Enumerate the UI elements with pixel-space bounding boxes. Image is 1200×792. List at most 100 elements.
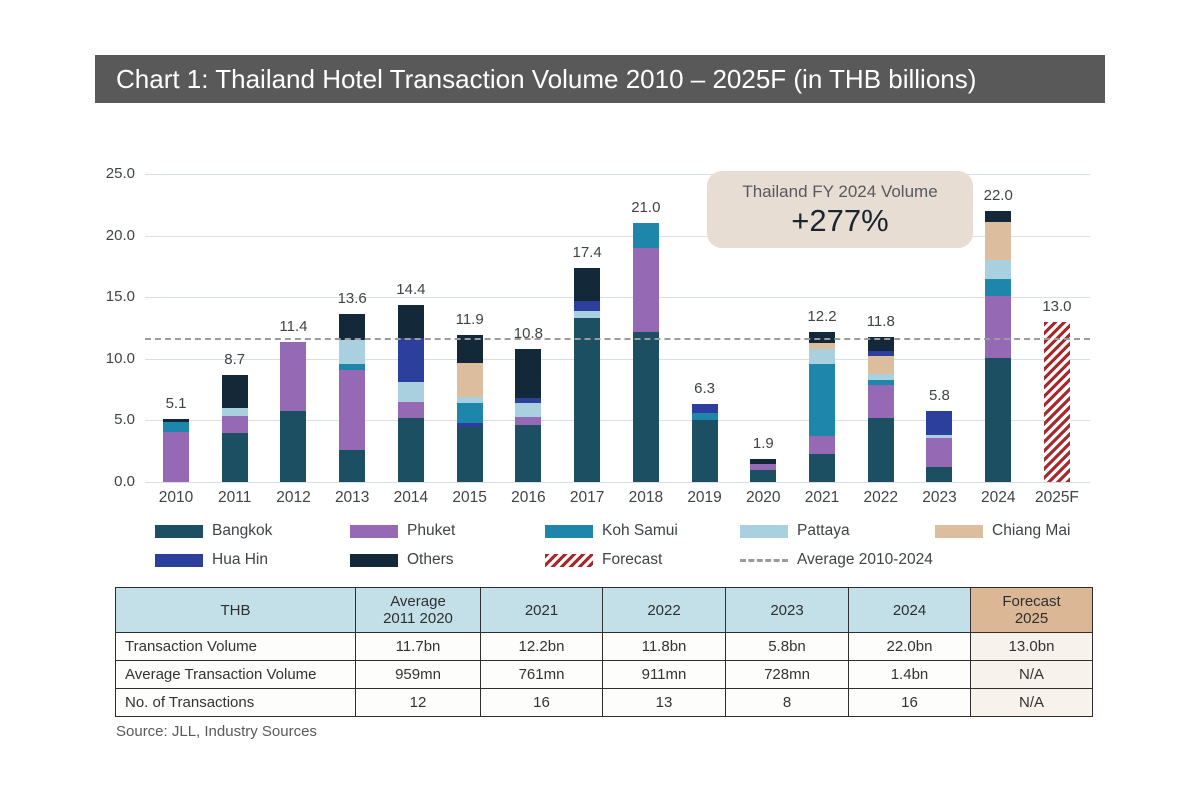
legend: Bangkok Phuket Koh Samui Pattaya Chiang Mai H… bbox=[155, 521, 1130, 570]
bar-segment-pattaya bbox=[985, 260, 1012, 279]
table-cell: 11.8bn bbox=[602, 632, 726, 661]
bar-segment-others bbox=[163, 419, 189, 422]
title-banner: Chart 1: Thailand Hotel Transaction Volu… bbox=[95, 55, 1105, 103]
legend-swatch-koh-samui bbox=[545, 524, 593, 538]
bar-segment-koh-samui bbox=[456, 403, 483, 423]
bar-segment-koh-samui bbox=[632, 223, 659, 248]
bar-segment-bangkok bbox=[691, 420, 718, 482]
bar-segment-others bbox=[985, 211, 1012, 223]
table-cell: 22.0bn bbox=[848, 632, 971, 661]
bar-segment-phuket bbox=[926, 437, 953, 468]
y-tick-label: 15.0 bbox=[105, 288, 135, 306]
bar-segment-pattaya bbox=[809, 348, 836, 364]
legend-item-others: Others bbox=[350, 550, 545, 570]
bar-segment-hua-hin bbox=[515, 398, 542, 404]
bar-segment-phuket bbox=[515, 416, 542, 426]
table-header-cell: Forecast 2025 bbox=[970, 587, 1093, 633]
plot-area: 0.0 5.0 10.0 15.0 20.0 25.0 5.1 8.7 11.4 13.6 14.4… bbox=[106, 165, 1090, 490]
x-axis: 2010 2011 2012 2013 2014 2015 2016 2017 2018 2019… bbox=[145, 489, 1090, 511]
x-tick-label: 2023 bbox=[922, 489, 957, 506]
bar-total-label: 11.9 bbox=[455, 311, 484, 329]
bar-segment-bangkok bbox=[750, 469, 777, 482]
bar-segment-koh-samui bbox=[867, 379, 894, 385]
bar-segment-phuket bbox=[985, 295, 1012, 358]
table-cell: N/A bbox=[970, 688, 1093, 717]
bar-segment-others bbox=[574, 267, 601, 301]
bar-segment-bangkok bbox=[632, 331, 659, 482]
legend-swatch-forecast bbox=[545, 553, 593, 567]
bar-segment-others bbox=[339, 314, 366, 341]
bar-segment-chiang-mai bbox=[809, 342, 836, 349]
table-cell: Average Transaction Volume bbox=[115, 660, 356, 689]
bar-segment-chiang-mai bbox=[456, 362, 483, 398]
legend-item-koh-samui: Koh Samui bbox=[545, 521, 740, 541]
bar-segment-phuket bbox=[163, 431, 189, 482]
table-cell: 13 bbox=[602, 688, 726, 717]
legend-label: Forecast bbox=[602, 551, 663, 568]
bar-total-label: 5.1 bbox=[165, 395, 187, 413]
bar-segment-pattaya bbox=[397, 382, 424, 402]
table-cell: 959mn bbox=[355, 660, 481, 689]
bar-segment-forecast bbox=[1043, 321, 1070, 482]
bar-2021 bbox=[809, 331, 836, 482]
table-cell: No. of Transactions bbox=[115, 688, 356, 717]
bar-2022 bbox=[867, 336, 894, 482]
y-tick-label: 10.0 bbox=[105, 349, 135, 367]
bar-2012 bbox=[280, 341, 307, 482]
bar-segment-phuket bbox=[397, 401, 424, 418]
bar-segment-chiang-mai bbox=[985, 222, 1012, 261]
legend-label: Average 2010-2024 bbox=[797, 551, 933, 568]
x-tick-label: 2017 bbox=[569, 489, 605, 506]
legend-item-pattaya: Pattaya bbox=[740, 521, 935, 541]
bar-segment-pattaya bbox=[867, 373, 894, 380]
bar-total-label: 11.8 bbox=[866, 312, 895, 330]
bar-segment-others bbox=[456, 335, 483, 363]
bar-segment-pattaya bbox=[926, 435, 953, 438]
legend-item-hua-hin: Hua Hin bbox=[155, 550, 350, 570]
bar-segment-bangkok bbox=[456, 426, 483, 482]
x-tick-label: 2013 bbox=[334, 489, 370, 506]
bar-total-label: 13.0 bbox=[1042, 297, 1072, 315]
legend-label: Phuket bbox=[407, 522, 456, 539]
table-cell: 12 bbox=[355, 688, 481, 717]
table-cell: N/A bbox=[970, 660, 1093, 689]
bar-total-label: 5.8 bbox=[929, 386, 950, 404]
bar-total-label: 12.2 bbox=[807, 307, 837, 325]
bar-segment-koh-samui bbox=[691, 413, 718, 421]
table-cell: 911mn bbox=[602, 660, 726, 689]
legend-swatch-pattaya bbox=[740, 524, 788, 538]
bar-total-label: 6.3 bbox=[694, 380, 715, 398]
source-note: Source: JLL, Industry Sources bbox=[116, 723, 317, 740]
bar-segment-others bbox=[750, 458, 777, 464]
bar-2018 bbox=[632, 223, 659, 482]
table-header-cell: 2021 bbox=[480, 587, 603, 633]
x-tick-label: 2015 bbox=[452, 489, 487, 506]
bar-segment-pattaya bbox=[339, 340, 366, 364]
bar-total-label: 14.4 bbox=[396, 280, 426, 298]
bar-total-label: 10.8 bbox=[513, 324, 543, 342]
callout-fy2024: Thailand FY 2024 Volume +277% bbox=[707, 171, 973, 248]
chart-title: Chart 1: Thailand Hotel Transaction Volu… bbox=[116, 64, 977, 94]
legend-swatch-others bbox=[350, 553, 398, 567]
bar-segment-koh-samui bbox=[339, 363, 366, 370]
bar-2014 bbox=[397, 304, 424, 482]
bar-segment-hua-hin bbox=[574, 300, 601, 311]
y-tick-label: 5.0 bbox=[114, 411, 135, 429]
bar-segment-koh-samui bbox=[985, 278, 1012, 296]
table-header-cell: 2023 bbox=[725, 587, 849, 633]
bar-segment-others bbox=[809, 331, 836, 343]
y-tick-label: 25.0 bbox=[105, 165, 135, 182]
table-header-cell: Average 2011 2020 bbox=[355, 587, 481, 633]
legend-label: Koh Samui bbox=[602, 522, 678, 539]
gridline bbox=[145, 235, 1090, 237]
gridline bbox=[145, 174, 1090, 175]
table-row: Transaction Volume 11.7bn 12.2bn 11.8bn 5.8b… bbox=[115, 632, 1093, 661]
legend-item-chiang-mai: Chiang Mai bbox=[935, 521, 1130, 541]
bar-total-label: 1.9 bbox=[752, 434, 774, 452]
table-cell: 728mn bbox=[725, 660, 849, 689]
table-header-row: THB Average 2011 2020 2021 2022 2023 2024 Fore… bbox=[115, 587, 1093, 633]
gridline bbox=[145, 482, 1090, 483]
data-table: THB Average 2011 2020 2021 2022 2023 2024 Fore… bbox=[115, 587, 1093, 717]
bar-segment-hua-hin bbox=[691, 404, 718, 414]
